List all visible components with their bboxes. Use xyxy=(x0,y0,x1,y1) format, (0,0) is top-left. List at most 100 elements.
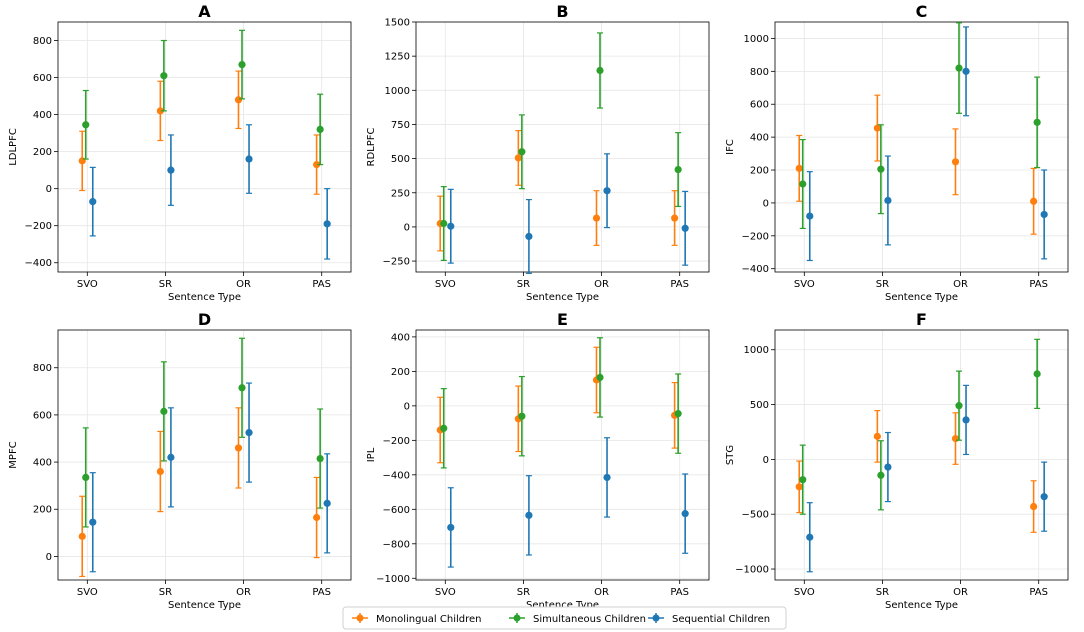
series-sequential xyxy=(806,26,1048,262)
data-point xyxy=(525,232,533,241)
panel-title: D xyxy=(198,310,211,329)
x-tick-label: PAS xyxy=(1029,279,1048,290)
data-point xyxy=(592,214,601,222)
data-point xyxy=(518,148,526,156)
y-tick-label: 800 xyxy=(33,36,52,47)
data-point xyxy=(951,434,960,443)
series-monolingual xyxy=(795,94,1038,235)
x-axis-label: Sentence Type xyxy=(168,600,241,611)
y-tick-label: 400 xyxy=(33,110,52,121)
data-point xyxy=(316,454,324,463)
series-simultaneous xyxy=(440,32,682,261)
chart-panel-b: −250 0 250 500 750 1000 1250 1500 SVO SR OR PAS Sent… xyxy=(366,2,710,303)
data-point xyxy=(160,72,168,80)
data-point xyxy=(877,165,885,173)
legend-label: Simultaneous Children xyxy=(533,614,646,625)
data-point xyxy=(671,214,679,222)
x-tick-label: SR xyxy=(876,587,889,598)
x-tick-label: SR xyxy=(517,279,530,290)
y-tick-label: −200 xyxy=(742,231,769,242)
x-tick-label: SR xyxy=(159,279,172,290)
panel-title: F xyxy=(916,310,927,329)
chart-panel-a: −400 −200 0 200 400 600 800 SVO SR OR PAS Sentence … xyxy=(8,2,352,303)
y-tick-label: 1250 xyxy=(385,52,410,63)
data-point xyxy=(440,219,448,228)
data-point xyxy=(884,196,892,205)
series-monolingual xyxy=(78,407,321,578)
x-tick-label: PAS xyxy=(670,279,689,290)
data-point xyxy=(245,155,253,163)
data-point xyxy=(873,432,881,440)
x-tick-label: OR xyxy=(953,279,968,290)
axes-frame xyxy=(57,329,352,581)
y-axis-label: STG xyxy=(725,445,736,465)
series-simultaneous xyxy=(440,337,682,469)
x-tick-label: OR xyxy=(594,587,609,598)
data-point xyxy=(160,407,168,415)
data-point xyxy=(238,60,246,69)
y-tick-label: 0 xyxy=(404,222,410,233)
data-point xyxy=(89,198,97,206)
y-tick-label: −1000 xyxy=(735,565,769,576)
x-tick-label: SR xyxy=(876,279,889,290)
data-point xyxy=(955,402,963,410)
data-point xyxy=(82,121,90,129)
x-tick-label: SVO xyxy=(77,279,98,290)
data-point xyxy=(596,373,604,382)
x-tick-label: OR xyxy=(236,587,251,598)
y-axis-label: MPFC xyxy=(8,441,19,468)
y-tick-label: 250 xyxy=(391,188,410,199)
y-tick-label: 600 xyxy=(33,73,52,84)
x-tick-label: SR xyxy=(517,587,530,598)
data-point xyxy=(884,463,892,471)
legend-label: Sequential Children xyxy=(672,614,770,625)
y-axis-label: RDLPFC xyxy=(366,127,377,166)
series-monolingual xyxy=(795,409,1038,533)
data-point xyxy=(795,483,803,491)
x-tick-label: SVO xyxy=(77,587,98,598)
x-axis-label: Sentence Type xyxy=(885,292,958,303)
data-point xyxy=(156,107,164,115)
y-tick-label: −250 xyxy=(383,257,410,268)
y-tick-label: 1500 xyxy=(385,18,410,29)
series-monolingual xyxy=(78,70,321,195)
data-point xyxy=(167,166,175,174)
x-tick-label: OR xyxy=(953,587,968,598)
y-tick-label: 200 xyxy=(33,147,52,158)
x-tick-label: OR xyxy=(594,279,609,290)
data-point xyxy=(799,180,807,188)
data-point xyxy=(596,66,604,75)
y-tick-label: 500 xyxy=(750,400,769,411)
y-tick-label: 800 xyxy=(750,67,769,78)
data-point xyxy=(955,64,963,72)
series-simultaneous xyxy=(799,22,1041,230)
panel-title: E xyxy=(557,310,568,329)
y-tick-label: 600 xyxy=(33,410,52,421)
y-tick-label: 200 xyxy=(391,367,410,378)
x-axis-label: Sentence Type xyxy=(168,292,241,303)
y-tick-label: 0 xyxy=(763,455,769,466)
data-point xyxy=(873,124,881,132)
y-tick-label: 1000 xyxy=(385,86,410,97)
series-sequential xyxy=(89,382,331,573)
axes-frame xyxy=(774,21,1069,273)
x-tick-label: PAS xyxy=(670,587,689,598)
y-tick-label: 200 xyxy=(750,166,769,177)
y-tick-label: 0 xyxy=(404,401,410,412)
data-point xyxy=(316,125,324,134)
x-tick-label: SVO xyxy=(794,279,815,290)
y-tick-label: 600 xyxy=(750,100,769,111)
y-tick-label: 750 xyxy=(391,120,410,131)
data-point xyxy=(1030,197,1038,205)
data-point xyxy=(806,533,814,541)
axes-frame xyxy=(415,329,710,581)
data-point xyxy=(1040,210,1048,219)
panel-title: B xyxy=(556,2,568,21)
y-tick-label: 400 xyxy=(391,332,410,343)
x-tick-label: SVO xyxy=(794,587,815,598)
y-tick-label: 0 xyxy=(46,552,52,563)
data-point xyxy=(78,532,86,540)
data-point xyxy=(167,453,175,461)
y-tick-label: −500 xyxy=(742,510,769,521)
